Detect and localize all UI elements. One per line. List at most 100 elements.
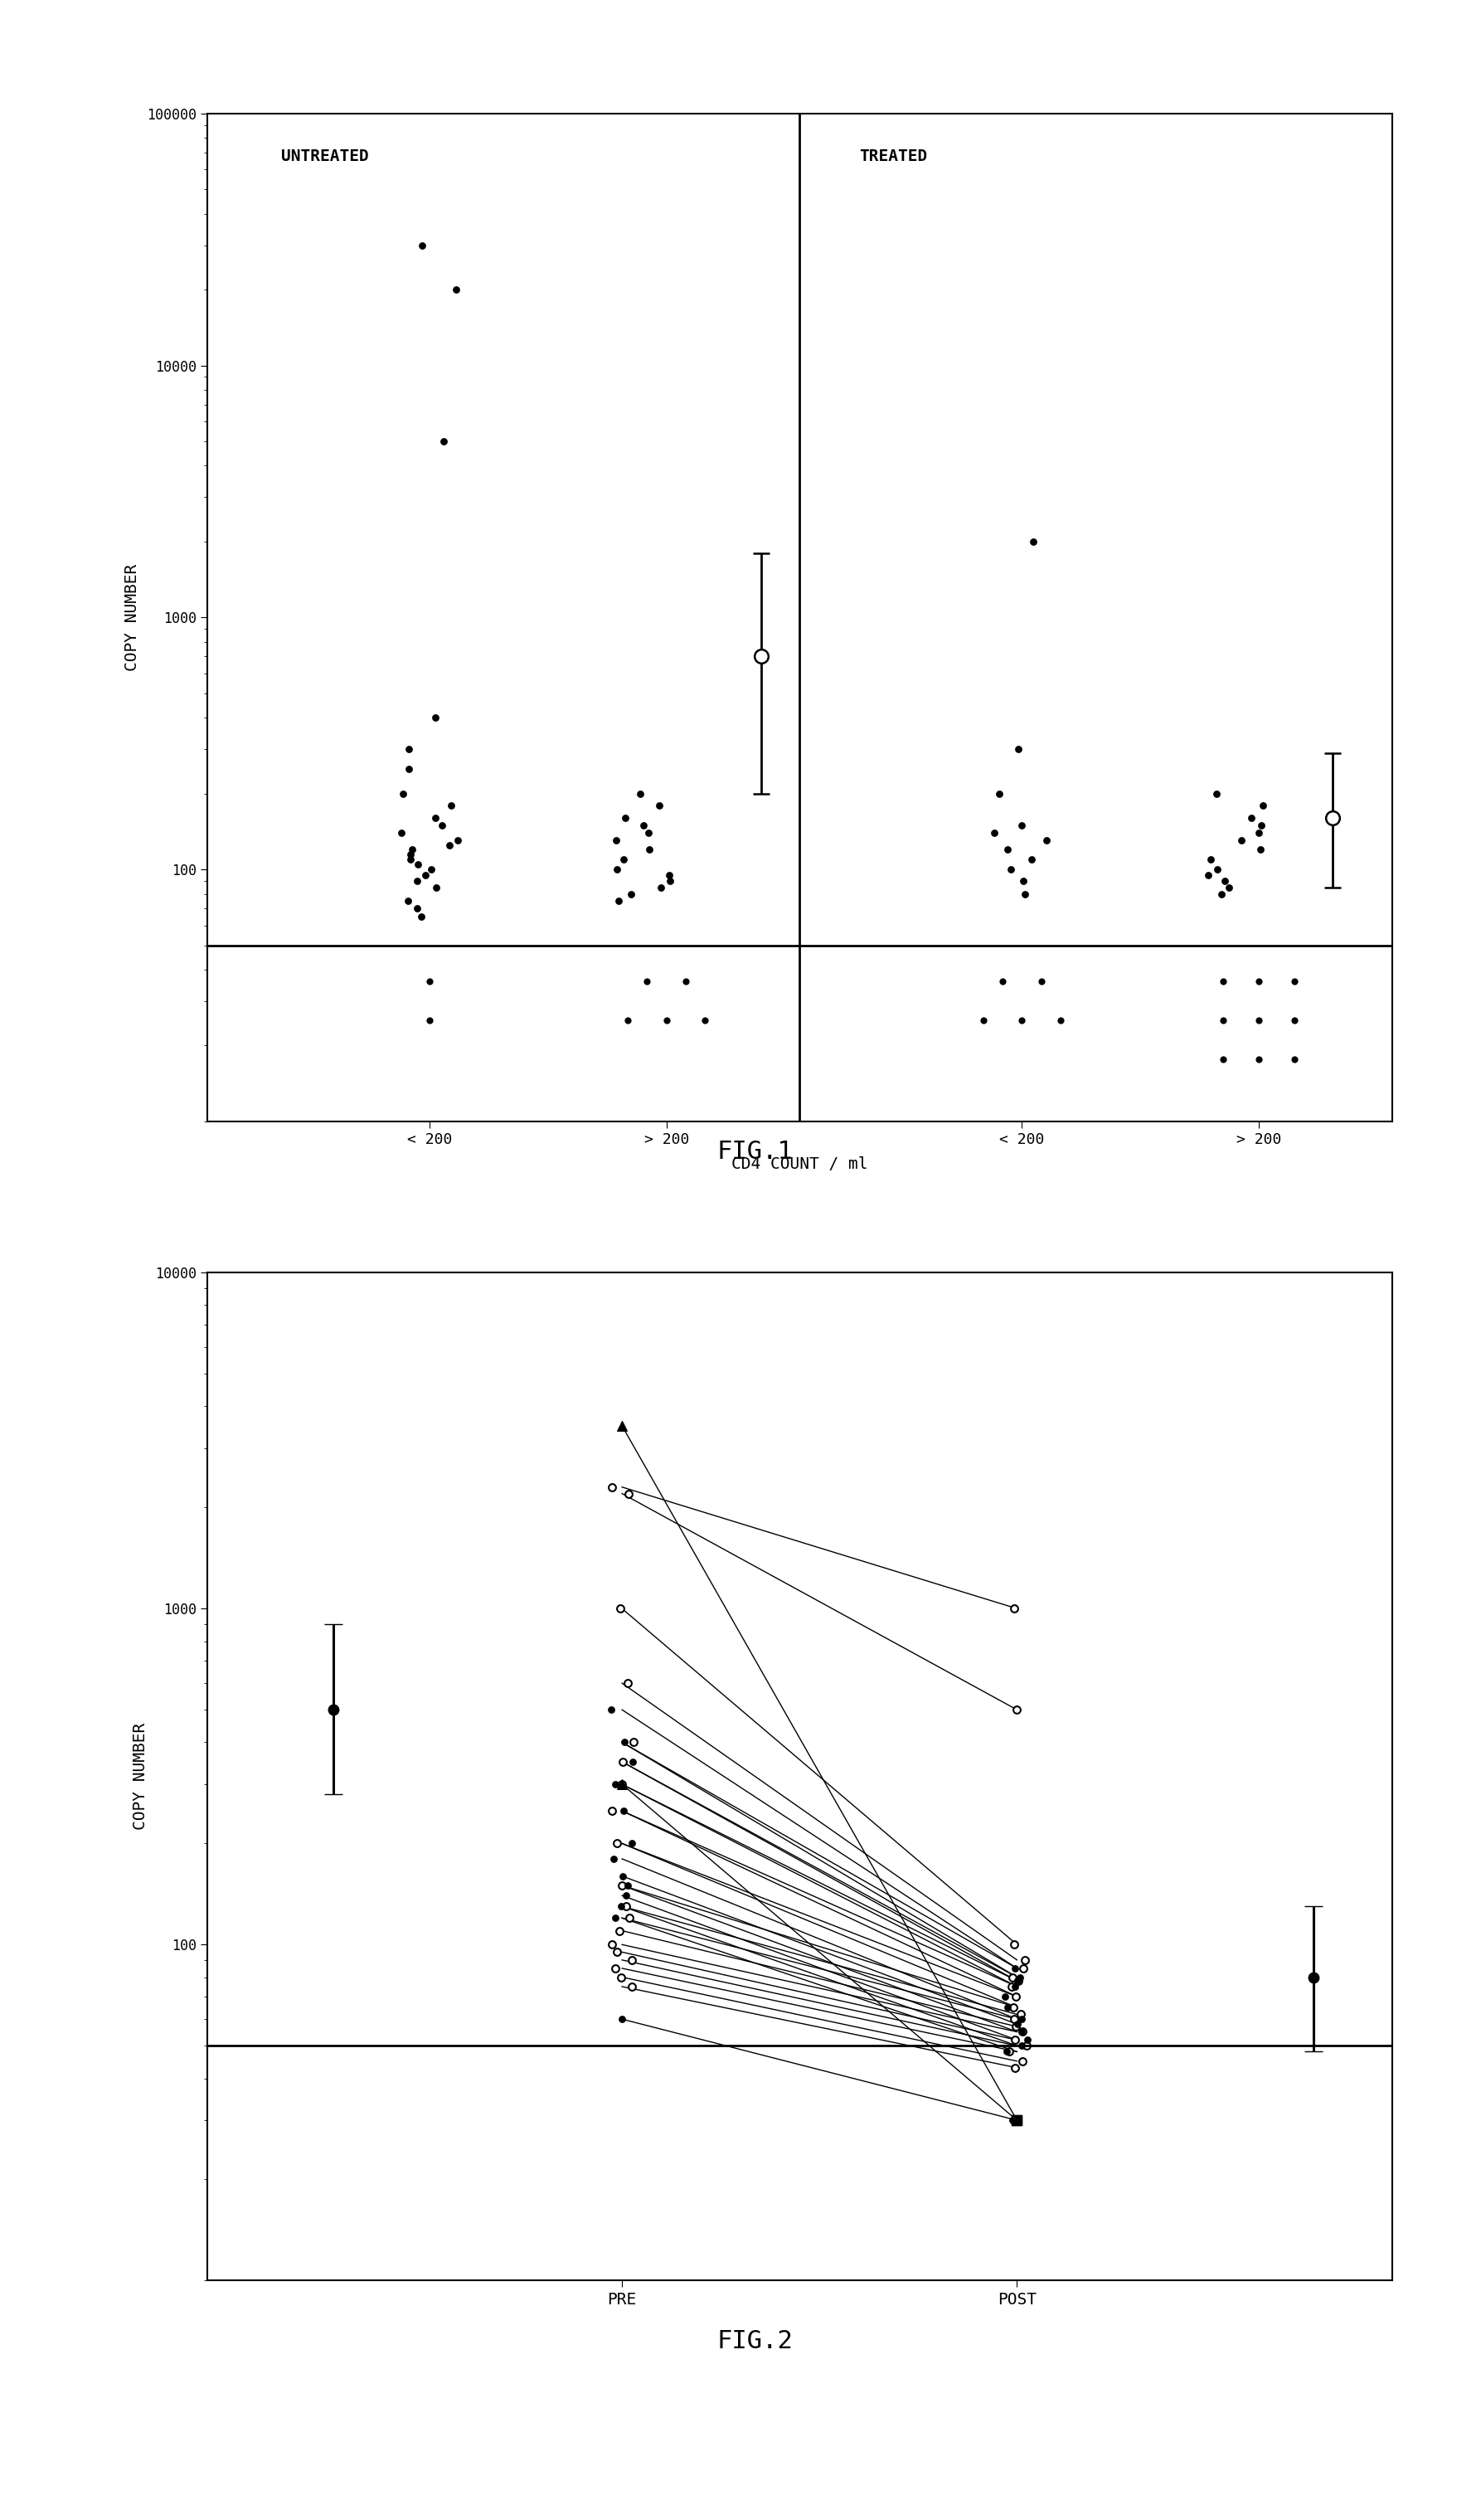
Point xyxy=(621,1741,644,1782)
Point xyxy=(655,1000,678,1041)
Point xyxy=(437,824,461,864)
Point xyxy=(1283,1038,1306,1079)
Point xyxy=(612,1741,635,1782)
Point xyxy=(1206,849,1229,890)
Point xyxy=(1010,804,1034,844)
Point xyxy=(609,1885,632,1925)
Point xyxy=(429,804,453,844)
Point xyxy=(604,1824,628,1865)
Point xyxy=(391,774,415,814)
Point xyxy=(1003,1948,1026,1988)
Point xyxy=(972,1000,995,1041)
Point xyxy=(609,1958,632,1998)
Point xyxy=(612,839,635,879)
Point xyxy=(1013,1940,1037,1981)
Point xyxy=(615,1885,638,1925)
Point xyxy=(610,1764,634,1804)
Point xyxy=(1001,1988,1025,2029)
Point xyxy=(398,839,422,879)
Point xyxy=(1213,862,1237,902)
Point xyxy=(418,1000,441,1041)
Point xyxy=(1034,822,1057,862)
Point xyxy=(444,270,468,310)
Point xyxy=(1003,1998,1026,2039)
Point xyxy=(616,1000,640,1041)
Point xyxy=(1197,854,1220,895)
Point xyxy=(1211,1038,1235,1079)
Point xyxy=(1010,2011,1034,2051)
Point xyxy=(600,1792,624,1832)
Text: TREATED: TREATED xyxy=(859,149,927,164)
Point xyxy=(1211,960,1235,1000)
Point xyxy=(1016,2021,1040,2061)
Point xyxy=(604,1764,628,1804)
Point xyxy=(419,849,443,890)
Point xyxy=(1012,1948,1035,1988)
Point xyxy=(1204,774,1228,814)
Point xyxy=(1283,960,1306,1000)
Point xyxy=(1217,867,1241,907)
Point xyxy=(397,879,421,920)
Point xyxy=(621,1940,644,1981)
Point xyxy=(1006,2099,1029,2139)
X-axis label: CD4 COUNT / ml: CD4 COUNT / ml xyxy=(732,1157,868,1172)
Point xyxy=(637,829,661,869)
Point xyxy=(994,1976,1017,2016)
Point xyxy=(658,854,681,895)
Point xyxy=(637,811,661,852)
Point xyxy=(400,829,424,869)
Point xyxy=(603,1948,626,1988)
Point xyxy=(1247,1000,1271,1041)
Y-axis label: COPY NUMBER: COPY NUMBER xyxy=(132,1724,148,1830)
Point xyxy=(1200,839,1223,879)
Point xyxy=(1248,829,1272,869)
Point xyxy=(1010,2026,1034,2066)
Point xyxy=(607,1910,631,1950)
Point xyxy=(1210,874,1234,915)
Point xyxy=(609,1588,632,1628)
Point xyxy=(632,804,656,844)
Point xyxy=(598,1688,622,1729)
Point xyxy=(998,849,1022,890)
Point xyxy=(1003,2049,1026,2089)
Point xyxy=(613,799,637,839)
Point xyxy=(1006,2003,1029,2044)
Point xyxy=(1247,811,1271,852)
Point xyxy=(1003,1925,1026,1966)
Point xyxy=(1009,1993,1032,2034)
Point xyxy=(1012,862,1035,902)
Point xyxy=(613,1721,637,1761)
Point xyxy=(406,844,429,885)
Point xyxy=(1004,1688,1028,1729)
Point xyxy=(610,1855,634,1895)
Point xyxy=(440,784,464,824)
Point xyxy=(1211,1000,1235,1041)
Point xyxy=(397,748,421,789)
Point xyxy=(1229,822,1253,862)
Point xyxy=(606,1933,629,1973)
Text: UNTREATED: UNTREATED xyxy=(281,149,369,164)
Point xyxy=(424,799,447,839)
Point xyxy=(693,1000,717,1041)
Point xyxy=(628,774,652,814)
Point xyxy=(649,867,672,907)
Point xyxy=(995,1988,1019,2029)
Y-axis label: COPY NUMBER: COPY NUMBER xyxy=(124,564,139,670)
Point xyxy=(397,728,421,769)
Point xyxy=(424,867,447,907)
Point xyxy=(1020,522,1044,562)
Point xyxy=(406,887,429,927)
Point xyxy=(601,1840,625,1880)
Point xyxy=(1010,1000,1034,1041)
Point xyxy=(413,854,437,895)
Text: FIG.2: FIG.2 xyxy=(717,2328,794,2354)
Point xyxy=(1049,1000,1072,1041)
Point xyxy=(607,879,631,920)
Point xyxy=(1000,1966,1023,2006)
Point xyxy=(606,849,629,890)
Point xyxy=(1020,839,1044,879)
Point xyxy=(431,421,455,461)
Point xyxy=(398,834,422,874)
Point xyxy=(1250,804,1274,844)
Point xyxy=(610,1998,634,2039)
